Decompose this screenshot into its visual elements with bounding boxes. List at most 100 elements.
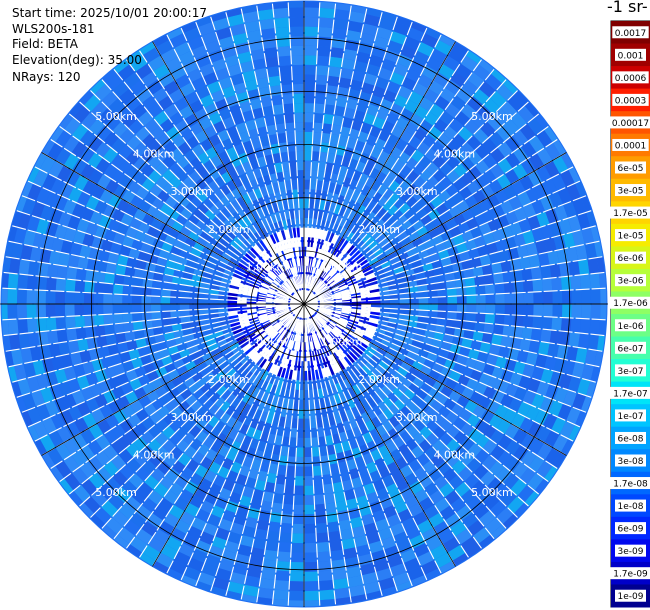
range-gate-cell — [299, 208, 304, 218]
range-gate-cell — [365, 134, 378, 147]
range-gate-cell — [339, 126, 352, 138]
range-gate-cell — [26, 375, 41, 393]
range-gate-cell — [86, 336, 99, 350]
range-gate-cell — [251, 221, 261, 232]
ray-separator — [303, 112, 540, 305]
ring-label: 5.00km — [95, 486, 137, 499]
range-gate-cell — [400, 417, 413, 431]
ray-separator — [303, 303, 588, 414]
range-gate-cell — [389, 103, 404, 117]
range-gate-cell — [26, 318, 38, 333]
range-gate-cell — [485, 294, 496, 304]
range-gate-cell — [45, 370, 59, 387]
range-gate-cell — [288, 7, 304, 18]
range-gate-cell — [337, 263, 347, 272]
range-gate-cell — [364, 361, 376, 372]
range-gate-cell — [202, 522, 219, 537]
range-gate-cell — [366, 491, 380, 505]
range-gate-cell — [160, 289, 171, 297]
range-gate-cell — [356, 324, 367, 332]
range-gate-cell — [329, 315, 339, 322]
range-gate-cell — [310, 418, 317, 429]
range-gate-cell — [342, 207, 352, 219]
range-gate-cell — [275, 323, 284, 332]
range-gate-cell — [270, 268, 279, 277]
range-gate-cell — [325, 435, 334, 446]
range-gate-cell — [221, 347, 232, 357]
range-gate-cell — [495, 293, 505, 304]
range-gate-cell — [376, 207, 388, 219]
range-gate-cell — [239, 259, 250, 268]
range-gate-cell — [80, 428, 96, 445]
range-gate-cell — [58, 252, 70, 267]
range-gate-cell — [580, 318, 591, 334]
range-gate-cell — [422, 262, 434, 272]
range-gate-cell — [528, 339, 541, 354]
range-gate-cell — [231, 408, 242, 420]
range-gate-cell — [143, 474, 160, 490]
range-gate-cell — [344, 272, 354, 281]
range-gate-cell — [239, 340, 250, 349]
ray-separator — [15, 303, 305, 399]
range-gate-cell — [208, 483, 223, 497]
range-gate-cell — [252, 325, 263, 333]
range-gate-cell — [243, 414, 254, 427]
range-gate-cell — [344, 342, 354, 352]
range-gate-cell — [470, 112, 487, 129]
range-gate-cell — [103, 283, 114, 294]
range-gate-cell — [256, 207, 266, 219]
range-gate-cell — [129, 536, 148, 553]
range-gate-cell — [241, 486, 255, 499]
range-gate-cell — [350, 406, 361, 418]
range-gate-cell — [363, 522, 378, 536]
range-gate-cell — [354, 226, 365, 238]
range-gate-cell — [312, 465, 322, 476]
range-gate-cell — [359, 286, 370, 293]
range-gate-cell — [260, 380, 269, 392]
range-gate-cell — [85, 195, 100, 211]
range-gate-cell — [83, 496, 101, 514]
range-gate-cell — [291, 64, 304, 75]
range-gate-cell — [504, 423, 520, 440]
range-gate-cell — [553, 234, 567, 251]
range-gate-cell — [103, 389, 117, 404]
range-gate-cell — [312, 257, 317, 267]
range-gate-cell — [514, 292, 525, 304]
range-gate-cell — [191, 517, 207, 532]
range-gate-cell — [348, 351, 359, 361]
ray-separator — [2, 271, 305, 305]
range-gate-cell — [195, 190, 208, 203]
range-gate-cell — [423, 88, 440, 104]
range-gate-cell — [194, 262, 206, 272]
range-gate-cell — [484, 284, 496, 295]
range-gate-cell — [249, 351, 260, 361]
range-gate-cell — [77, 338, 89, 352]
range-gate-cell — [570, 275, 582, 290]
range-gate-cell — [260, 282, 270, 289]
range-gate-cell — [160, 48, 178, 64]
range-gate-cell — [385, 380, 397, 392]
range-gate-cell — [316, 55, 330, 67]
range-gate-cell — [536, 460, 553, 479]
ray-separator — [303, 303, 530, 508]
range-gate-cell — [60, 353, 73, 369]
range-gate-cell — [290, 379, 296, 390]
range-gate-cell — [221, 549, 238, 563]
range-gate-cell — [479, 254, 492, 267]
range-gate-cell — [381, 120, 396, 134]
range-gate-cell — [408, 231, 420, 242]
range-gate-cell — [58, 380, 72, 397]
colorbar-tick-label: 6e-06 — [618, 254, 644, 264]
range-gate-cell — [199, 94, 215, 108]
range-gate-cell — [249, 234, 259, 245]
range-gate-cell — [461, 259, 473, 271]
colorbar-tick-label: 6e-08 — [618, 434, 644, 444]
range-gate-cell — [408, 309, 419, 316]
range-gate-cell — [349, 516, 364, 529]
range-gate-cell — [552, 304, 563, 318]
range-gate-cell — [386, 251, 398, 261]
range-gate-cell — [393, 94, 409, 108]
range-gate-cell — [332, 257, 341, 267]
ray-separator — [271, 2, 305, 305]
range-gate-cell — [275, 276, 284, 285]
